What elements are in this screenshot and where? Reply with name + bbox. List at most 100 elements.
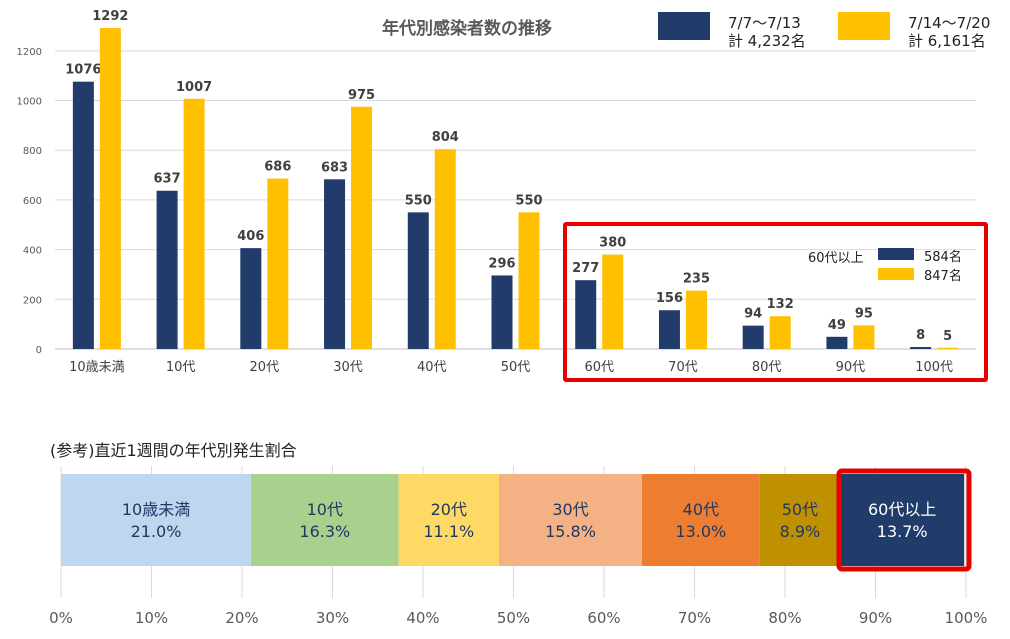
x-tick-label: 60% [587, 609, 620, 627]
bar-week2 [685, 290, 707, 349]
bar-value-label: 296 [488, 256, 515, 271]
x-category-label: 10代 [166, 360, 196, 375]
bar-value-label: 1076 [65, 63, 101, 78]
bar-value-label: 94 [744, 307, 762, 322]
x-category-label: 60代 [584, 360, 614, 375]
x-tick-label: 40% [406, 609, 439, 627]
inset-week2-value: 847名 [924, 269, 962, 284]
bar-week2 [434, 149, 456, 349]
share-segment [251, 474, 399, 566]
bar-week2 [937, 347, 959, 349]
bar-value-label: 550 [515, 193, 542, 208]
bar-value-label: 637 [154, 172, 181, 187]
y-tick-label: 400 [23, 246, 42, 257]
bar-value-label: 1292 [92, 9, 128, 24]
share-segment-label: 40代 [683, 500, 719, 519]
age-share-stacked-bar: 0% 10% 20% 30% 40% 50% 60% 70% 80% 90% 100% 10歳未満 21… [49, 466, 987, 627]
share-segment [840, 474, 965, 566]
highlight-60-plus-box [563, 222, 988, 382]
bar-week1 [910, 347, 932, 349]
y-tick-label: 1200 [17, 47, 42, 58]
x-tick-label: 90% [859, 609, 892, 627]
bar-value-label: 235 [683, 272, 710, 287]
x-category-label: 10歳未満 [69, 360, 125, 375]
inset-week1-swatch [878, 248, 914, 260]
bar-value-label: 8 [916, 328, 925, 343]
share-segment-pct: 21.0% [131, 522, 182, 541]
bar-week2 [518, 212, 540, 349]
bar-week1 [240, 248, 262, 349]
chart-title: 年代別感染者数の推移 [382, 19, 552, 39]
bar-week2 [99, 27, 121, 349]
bar-value-label: 686 [264, 160, 291, 175]
share-segment-pct: 16.3% [299, 522, 350, 541]
bar-week2 [853, 325, 875, 349]
legend-week2-range: 7/14～7/20 [908, 14, 991, 32]
bar-value-label: 683 [321, 160, 348, 175]
bar-value-label: 1007 [176, 80, 212, 95]
bar-value-label: 804 [432, 130, 459, 145]
bar-week1 [407, 212, 429, 349]
bar-value-label: 132 [767, 297, 794, 312]
share-segment [642, 474, 760, 566]
bar-value-label: 277 [572, 261, 599, 276]
inset-60-plus-totals: 60代以上 584名 847名 [808, 244, 978, 288]
y-tick-label: 600 [23, 196, 42, 207]
x-tick-label: 0% [49, 609, 73, 627]
bar-week1 [72, 81, 94, 349]
y-tick-label: 800 [23, 146, 42, 157]
inset-week2-swatch [878, 268, 914, 280]
bar-week1 [324, 179, 346, 349]
bar-week2 [351, 106, 373, 349]
bar-week1 [156, 190, 178, 349]
age-group-bar-chart: 0 200 400 600 800 1000 1200 1076 1292 10歳未満 637 100… [17, 9, 976, 375]
share-segment [499, 474, 643, 566]
bar-value-label: 5 [943, 329, 952, 344]
share-segment-pct: 13.7% [877, 522, 928, 541]
bar-value-label: 406 [237, 229, 264, 244]
bar-week2 [602, 254, 624, 349]
share-segment-pct: 13.0% [675, 522, 726, 541]
inset-week1-value: 584名 [924, 250, 962, 265]
y-tick-label: 0 [36, 345, 42, 356]
bar-value-label: 975 [348, 88, 375, 103]
bar-value-label: 380 [599, 236, 626, 251]
share-segment-label: 10歳未満 [122, 500, 190, 519]
legend-week1-total: 計 4,232名 [728, 32, 806, 50]
bar-week1 [826, 336, 848, 349]
bar-week1 [575, 280, 597, 349]
y-tick-label: 200 [23, 295, 42, 306]
y-tick-label: 1000 [17, 97, 42, 108]
bar-value-label: 49 [828, 318, 846, 333]
bar-week2 [267, 178, 289, 349]
x-tick-label: 50% [497, 609, 530, 627]
x-tick-label: 70% [678, 609, 711, 627]
legend-week2-swatch [838, 12, 890, 40]
share-segment-pct: 11.1% [423, 522, 474, 541]
share-segment-label: 30代 [552, 500, 588, 519]
x-category-label: 40代 [417, 360, 447, 375]
x-category-label: 30代 [333, 360, 363, 375]
legend-week1-range: 7/7～7/13 [728, 14, 801, 32]
bar-value-label: 156 [656, 291, 683, 306]
reference-title: (参考)直近1週間の年代別発生割合 [50, 441, 297, 460]
share-segment [759, 474, 841, 566]
share-segment-label: 50代 [782, 500, 818, 519]
bar-week1 [742, 325, 764, 349]
share-segment-pct: 15.8% [545, 522, 596, 541]
x-category-label: 90代 [836, 360, 866, 375]
bar-week1 [658, 310, 680, 349]
x-tick-label: 30% [316, 609, 349, 627]
legend-week1-swatch [658, 12, 710, 40]
bar-value-label: 550 [405, 193, 432, 208]
x-category-label: 70代 [668, 360, 698, 375]
bar-week1 [491, 275, 513, 349]
x-category-label: 100代 [915, 360, 953, 375]
share-segment-label: 10代 [307, 500, 343, 519]
share-segment [398, 474, 500, 566]
bar-week2 [183, 98, 205, 350]
share-segment [61, 474, 252, 566]
share-segment-pct: 8.9% [780, 522, 821, 541]
x-category-label: 50代 [501, 360, 531, 375]
inset-label: 60代以上 [808, 251, 864, 266]
